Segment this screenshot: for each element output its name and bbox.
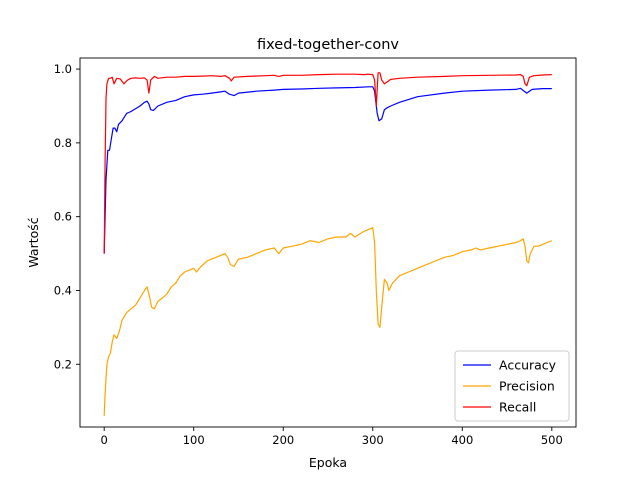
legend-label-accuracy: Accuracy [499, 358, 557, 373]
axes-frame [79, 57, 577, 428]
x-tick-label: 500 [541, 433, 563, 447]
x-tick-label: 200 [272, 433, 294, 447]
axis-ticks: 0 100 200 300 400 500 0.2 0.4 0.6 0.8 1.0 [54, 62, 563, 447]
legend-label-recall: Recall [499, 400, 536, 415]
plot-lines [103, 72, 553, 416]
y-tick-label: 0.8 [54, 136, 72, 150]
y-tick-label: 0.6 [54, 210, 72, 224]
chart-title: fixed-together-conv [257, 37, 399, 53]
x-tick-label: 0 [101, 433, 108, 447]
y-tick-label: 1.0 [54, 62, 72, 76]
x-tick-label: 400 [451, 433, 473, 447]
series-line-precision [103, 227, 553, 416]
x-tick-label: 100 [183, 433, 205, 447]
x-tick-label: 300 [362, 433, 384, 447]
legend-label-precision: Precision [499, 379, 555, 394]
y-axis-label: Wartość [26, 217, 41, 267]
x-axis-label: Epoka [309, 455, 347, 470]
legend: Accuracy Precision Recall [454, 350, 570, 422]
series-line-accuracy [103, 86, 552, 254]
y-tick-label: 0.2 [54, 357, 72, 371]
series-line-recall [103, 72, 552, 254]
legend-box [454, 350, 570, 422]
y-tick-label: 0.4 [54, 283, 72, 297]
